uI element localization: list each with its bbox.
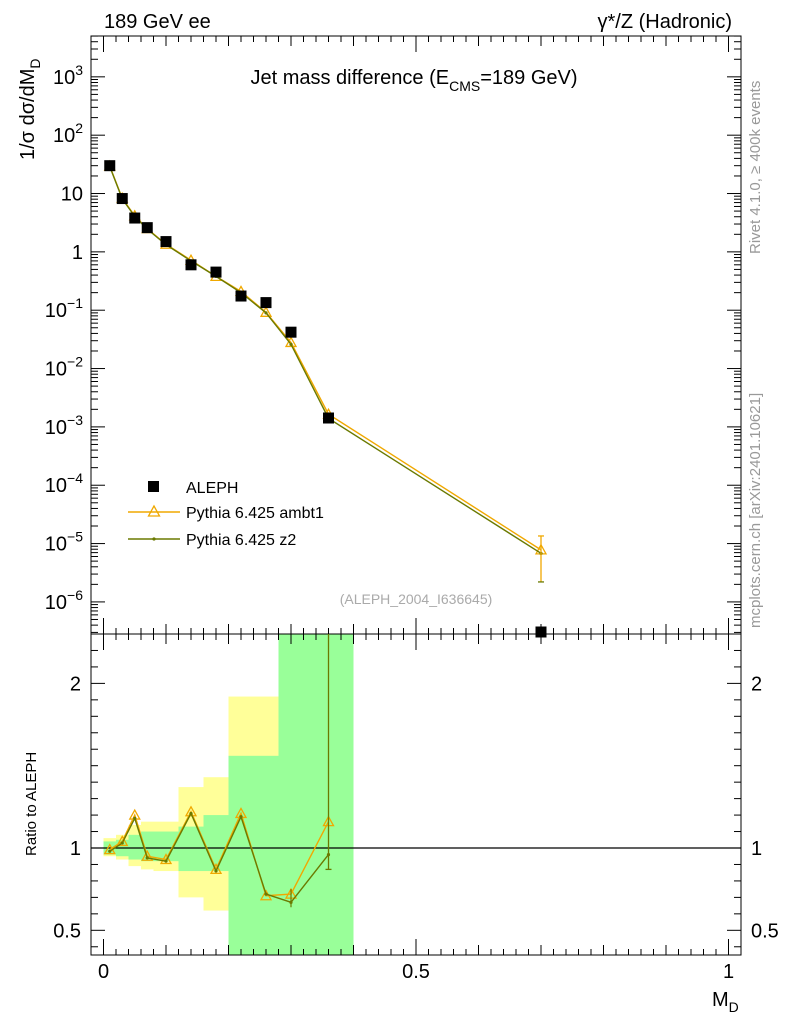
series-ratio-point-z2 [264, 892, 268, 896]
main-y-axis-label: 1/σ dσ/dMD [17, 58, 43, 160]
series-ratio-point-ambt1 [159, 853, 173, 865]
header-energy-label: 189 GeV ee [104, 11, 211, 33]
main-y-tick-label: 10−2 [45, 354, 83, 381]
ratio-y-tick-label-right: 1 [751, 838, 762, 860]
series-point-z2 [264, 311, 268, 315]
aleph-point [141, 222, 153, 234]
main-y-tick-label: 10−3 [45, 412, 83, 439]
legend-label-aleph: ALEPH [186, 480, 238, 497]
series-ratio-point-z2 [120, 841, 124, 845]
x-tick-label: 1 [723, 961, 734, 983]
series-ratio-point-z2 [145, 856, 149, 860]
aleph-point [129, 212, 141, 224]
series-point-z2 [289, 342, 293, 346]
band-inner-8 [253, 755, 279, 955]
aleph-point [210, 266, 222, 278]
series-ratio-point-ambt1 [141, 849, 154, 861]
rivet-version-label: Rivet 4.1.0, ≥ 400k events [747, 81, 764, 254]
main-y-tick-label: 10−6 [45, 587, 83, 614]
series-ratio-point-z2 [214, 869, 218, 873]
series-ratio-point-ambt1 [184, 805, 198, 817]
ratio-y-tick-label: 1 [70, 838, 81, 860]
aleph-point [285, 326, 297, 338]
main-y-tick-label: 103 [53, 62, 83, 89]
band-inner-2 [128, 834, 141, 860]
series-ratio-point-z2 [239, 815, 243, 819]
band-inner-7 [228, 755, 254, 955]
series-ratio-point-ambt1 [116, 835, 129, 847]
series-line-ratio-0 [109, 810, 330, 897]
legend-label-ambt1: Pythia 6.425 ambt1 [186, 505, 324, 522]
analysis-tag: (ALEPH_2004_I636645) [340, 591, 493, 607]
series-ratio-point-z2 [133, 816, 137, 820]
ratio-y-tick-label: 0.5 [53, 920, 81, 942]
aleph-point [323, 412, 334, 424]
main-y-tick-label: 102 [53, 120, 83, 147]
legend-label-z2: Pythia 6.425 z2 [186, 532, 296, 549]
band-inner-4 [153, 831, 179, 862]
aleph-point [116, 193, 128, 205]
chart-title: Jet mass difference (ECMS=189 GeV) [250, 67, 577, 94]
legend-marker-ambt1 [147, 504, 161, 517]
ratio-y-tick-label: 2 [70, 673, 81, 695]
series-line-main-0 [109, 165, 542, 551]
ratio-plot-axes: 0.5 0.5 1 1 2 2 0 0.5 1 [53, 633, 779, 983]
mcplots-label: mcplots.cern.ch [arXiv:2401.10621] [747, 393, 764, 628]
series-ratio-point-z2 [189, 811, 193, 816]
legend-marker-z2 [152, 537, 156, 541]
aleph-point [160, 236, 172, 248]
band-inner-6 [203, 815, 229, 872]
aleph-point [235, 290, 247, 302]
main-y-tick-label: 10−5 [45, 529, 83, 556]
main-y-tick-label: 10−1 [45, 295, 83, 322]
main-y-tick-label: 1 [72, 242, 83, 264]
aleph-point [185, 259, 197, 271]
ratio-uncertainty-bands [103, 634, 354, 955]
aleph-point [260, 297, 272, 309]
series-point-ambt1 [259, 305, 273, 317]
series-ratio-point-z2 [164, 859, 168, 863]
band-inner-3 [141, 831, 154, 862]
ratio-y-tick-label-right: 0.5 [751, 920, 779, 942]
legend: ALEPH Pythia 6.425 ambt1 Pythia 6.425 z2 [128, 480, 324, 549]
series-ratio-point-ambt1 [209, 863, 223, 875]
main-y-tick-label: 10−4 [45, 470, 83, 497]
ratio-y-tick-label-right: 2 [751, 673, 762, 695]
aleph-data-points [104, 160, 547, 638]
main-y-tick-label: 10 [61, 184, 83, 206]
aleph-point [104, 160, 116, 172]
legend-marker-aleph [148, 481, 159, 492]
header-process-label: γ*/Z (Hadronic) [598, 11, 732, 33]
series-ratio-point-z2 [108, 849, 112, 853]
aleph-point [535, 626, 547, 638]
series-line-main-1 [109, 166, 542, 554]
ratio-y-axis-label: Ratio to ALEPH [23, 752, 40, 856]
x-axis-label: MD [712, 989, 739, 1015]
x-tick-label: 0 [98, 961, 109, 983]
x-tick-label: 0.5 [402, 961, 430, 983]
